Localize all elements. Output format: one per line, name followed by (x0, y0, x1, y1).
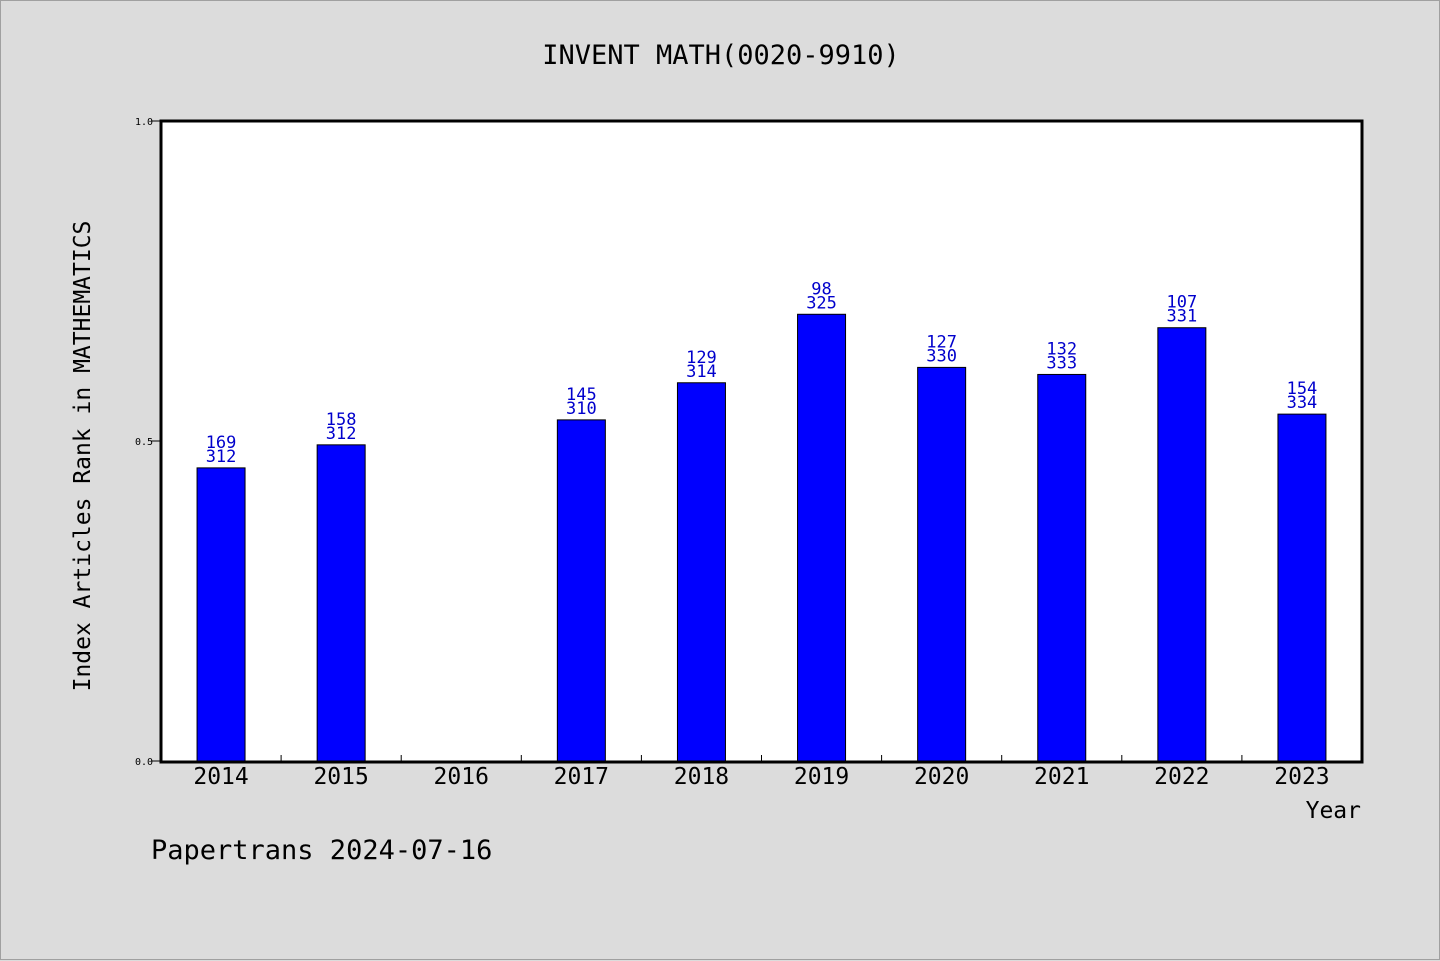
bar-2023 (1277, 413, 1327, 762)
rank-label-2019: 98 (811, 279, 831, 299)
total-label-2017: 310 (566, 399, 597, 419)
rank-label-2014: 169 (206, 433, 237, 453)
x-tick-label-2021: 2021 (1034, 764, 1089, 790)
rank-label-2020: 127 (926, 332, 957, 352)
bar-2015 (316, 444, 366, 762)
rank-label-2023: 154 (1287, 379, 1318, 399)
x-tick-label-2020: 2020 (914, 764, 969, 790)
y-axis-label: Index Articles Rank in MATHEMATICS (70, 221, 96, 692)
rank-label-2022: 107 (1166, 293, 1197, 313)
total-label-2014: 312 (206, 447, 237, 467)
y-tick-label: 1.0 (135, 117, 153, 128)
x-tick-label-2022: 2022 (1154, 764, 1209, 790)
rank-label-2017: 145 (566, 385, 597, 405)
total-label-2018: 314 (686, 362, 717, 382)
total-label-2021: 333 (1046, 353, 1077, 373)
bar-2018 (676, 382, 726, 762)
x-tick-label-2017: 2017 (554, 764, 609, 790)
x-tick-label-2019: 2019 (794, 764, 849, 790)
total-label-2015: 312 (326, 424, 357, 444)
y-tick-label: 0.0 (135, 757, 153, 768)
axis-layer: 2014 2015 2016 2017 2018 2019 2020 2021 2022 2023… (135, 117, 1330, 790)
rank-label-2018: 129 (686, 348, 717, 368)
total-label-2019: 325 (806, 293, 837, 313)
y-tick-label: 0.5 (135, 437, 153, 448)
x-tick-label-2018: 2018 (674, 764, 729, 790)
bar-2020 (917, 366, 967, 762)
bar-2014 (196, 467, 246, 762)
bar-2022 (1157, 327, 1207, 762)
bar-2017 (556, 419, 606, 762)
x-tick-label-2014: 2014 (193, 764, 248, 790)
chart-title: INVENT MATH(0020-9910) (542, 40, 900, 71)
x-tick-label-2023: 2023 (1274, 764, 1329, 790)
total-label-2020: 330 (926, 346, 957, 366)
x-axis-label: Year (1306, 798, 1361, 824)
bar-2019 (797, 313, 847, 762)
source-credit: Papertrans 2024-07-16 (151, 835, 493, 866)
rank-label-2015: 158 (326, 410, 357, 430)
total-label-2022: 331 (1166, 307, 1197, 327)
bar-2021 (1037, 373, 1087, 762)
total-label-2023: 334 (1287, 393, 1318, 413)
rank-label-2021: 132 (1046, 339, 1077, 359)
x-tick-label-2015: 2015 (313, 764, 368, 790)
x-tick-label-2016: 2016 (434, 764, 489, 790)
